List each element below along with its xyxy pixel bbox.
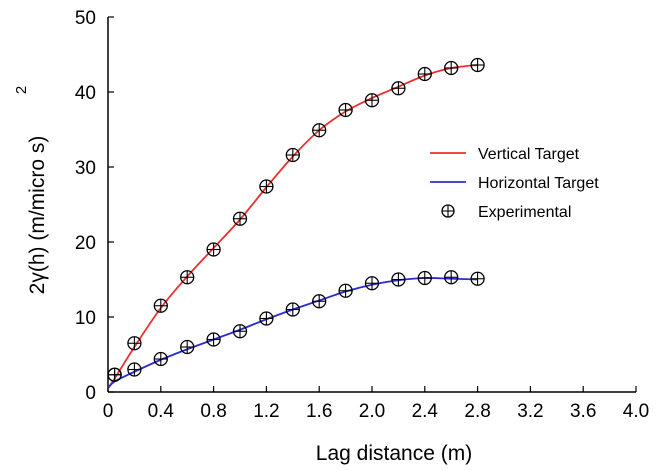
experimental-point [127, 336, 142, 351]
legend-swatch-experimental [441, 204, 455, 218]
experimental-point [364, 276, 380, 291]
x-tick-label: 1.6 [306, 401, 332, 422]
series-layer [107, 57, 485, 389]
experimental-point [153, 351, 168, 367]
legend-label-horizontal-target: Horizontal Target [478, 175, 599, 192]
experimental-point [338, 102, 353, 118]
x-tick-label: 3.6 [570, 401, 596, 422]
experimental-point [107, 367, 122, 382]
y-tick-label: 50 [75, 8, 96, 29]
experimental-point [391, 81, 406, 96]
x-tick-label: 2.8 [464, 401, 490, 422]
experimental-point [417, 66, 432, 82]
experimental-point [470, 57, 485, 73]
experimental-point [285, 302, 300, 317]
experimental-point [417, 270, 432, 286]
y-tick-label: 30 [75, 158, 96, 179]
experimental-point [232, 211, 248, 226]
experimental-point [470, 271, 485, 286]
experimental-point [444, 270, 459, 285]
legend-label-vertical-target: Vertical Target [478, 146, 580, 163]
y-tick-label: 20 [75, 233, 96, 254]
y-tick-label: 0 [85, 383, 96, 404]
x-tick-label: 4.0 [623, 401, 649, 422]
experimental-point [153, 298, 168, 313]
experimental-point [338, 283, 353, 298]
experimental-point [364, 93, 380, 108]
experimental-point [232, 324, 248, 339]
horizontal-target-line [107, 277, 478, 389]
y-axis-label-group: 2γ(h) (m/micro s) 2 [13, 86, 49, 295]
x-tick-label: 0 [103, 401, 114, 422]
x-tick-label: 1.2 [253, 401, 279, 422]
experimental-point [259, 179, 274, 194]
experimental-point [285, 147, 300, 163]
experimental-point [180, 270, 195, 285]
y-axis-label: 2γ(h) (m/micro s) [26, 136, 49, 295]
legend: Vertical Target Horizontal Target Experime… [430, 146, 599, 221]
experimental-point [180, 339, 195, 355]
legend-label-experimental: Experimental [478, 204, 571, 221]
experimental-point [444, 60, 459, 76]
experimental-point [312, 294, 327, 309]
x-tick-label: 0.8 [200, 401, 226, 422]
y-axis-label-superscript: 2 [13, 86, 30, 94]
x-tick-label: 3.2 [517, 401, 543, 422]
y-tick-label: 40 [75, 83, 96, 104]
experimental-point [259, 311, 274, 326]
experimental-point [206, 332, 221, 347]
experimental-point [312, 123, 327, 138]
x-tick-label: 0.4 [148, 401, 175, 422]
y-tick-label: 10 [75, 308, 96, 329]
experimental-point [391, 272, 406, 287]
vertical-target-line [107, 64, 478, 389]
axes: 0 0.4 0.8 1.2 1.6 2.0 2.4 2.8 3.2 3.6 4.0 0 10 20 30 40… [75, 8, 649, 422]
experimental-point [127, 362, 142, 377]
experimental-point [206, 242, 221, 257]
x-axis-label: Lag distance (m) [316, 442, 472, 465]
x-tick-label: 2.0 [359, 401, 385, 422]
x-tick-label: 2.4 [412, 401, 439, 422]
